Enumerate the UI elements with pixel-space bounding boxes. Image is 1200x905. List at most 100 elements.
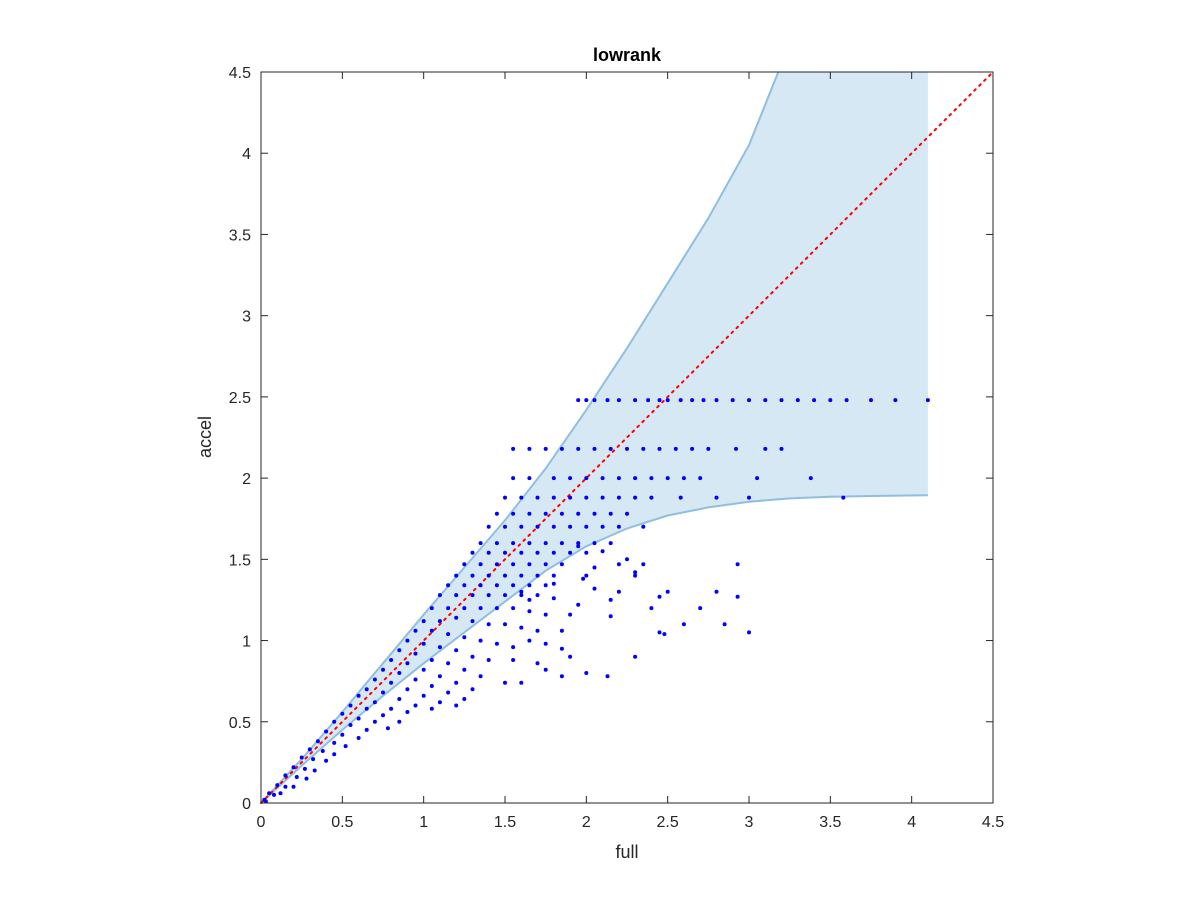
data-point [503, 680, 507, 685]
data-point [616, 562, 621, 567]
data-point [584, 476, 589, 481]
data-point [568, 476, 573, 481]
data-point [511, 446, 516, 451]
chart-title: lowrank [593, 45, 662, 65]
data-point [543, 583, 548, 588]
data-point [527, 446, 532, 451]
data-point [551, 476, 556, 481]
data-point [519, 589, 524, 594]
data-point [559, 646, 564, 651]
data-point [275, 783, 280, 788]
data-point [714, 495, 719, 500]
data-point [291, 784, 296, 789]
data-point [519, 550, 524, 555]
data-point [389, 680, 394, 685]
data-point [364, 687, 369, 692]
x-tick-label: 1.5 [494, 814, 516, 831]
x-tick-label: 0 [257, 814, 266, 831]
y-tick-label: 3 [242, 309, 251, 326]
data-point [494, 583, 499, 588]
data-point [462, 697, 467, 701]
data-point [576, 602, 581, 607]
data-point [421, 693, 426, 698]
data-point [584, 671, 589, 675]
data-point [385, 726, 390, 731]
data-point [267, 791, 272, 796]
data-point [413, 703, 418, 708]
data-point [519, 524, 524, 529]
data-point [470, 619, 475, 624]
data-point [600, 524, 605, 529]
data-point [294, 775, 299, 779]
data-point [389, 706, 394, 711]
data-point [486, 658, 491, 662]
data-point [633, 495, 638, 500]
x-axis-label: full [615, 842, 638, 862]
data-point [389, 658, 394, 662]
data-point [478, 606, 483, 611]
data-point [714, 589, 719, 594]
data-point [812, 398, 817, 403]
band-fill [261, 72, 928, 803]
data-point [701, 398, 706, 403]
data-point [307, 747, 312, 752]
data-point [576, 446, 581, 451]
data-point [551, 550, 556, 555]
data-point [299, 755, 304, 760]
data-point [551, 573, 556, 578]
data-point [592, 398, 597, 403]
data-point [503, 550, 507, 555]
data-point [543, 541, 548, 546]
data-point [673, 446, 678, 451]
data-point [413, 677, 418, 682]
data-point [662, 632, 667, 637]
data-point [446, 661, 451, 666]
y-tick-label: 1.5 [229, 552, 251, 569]
data-point [429, 658, 434, 662]
data-point [332, 719, 337, 724]
data-point [511, 606, 516, 611]
data-point [568, 550, 573, 555]
data-point [372, 677, 377, 682]
data-point [511, 476, 516, 481]
data-point [429, 706, 434, 711]
data-point [616, 398, 621, 403]
data-point [559, 541, 564, 546]
data-point [625, 446, 629, 451]
data-point [543, 446, 548, 451]
data-point [429, 628, 434, 633]
data-point [657, 446, 662, 451]
band-upper-edge [260, 71, 780, 804]
data-point [372, 700, 377, 705]
data-point [576, 398, 581, 403]
x-tick-label: 3 [745, 814, 754, 831]
data-point [348, 703, 353, 708]
data-point [272, 792, 276, 797]
data-point [381, 690, 385, 695]
data-point [511, 541, 516, 546]
data-point [600, 476, 605, 481]
data-point [527, 562, 532, 567]
data-point [470, 687, 475, 692]
data-point [600, 549, 605, 554]
data-point [657, 630, 662, 635]
data-point [779, 398, 784, 403]
data-point [633, 573, 638, 578]
data-point [405, 687, 410, 692]
confidence-band [260, 71, 928, 804]
y-tick-label: 1 [242, 634, 251, 651]
data-point [494, 511, 499, 516]
data-point [343, 744, 348, 749]
data-point [462, 667, 467, 672]
data-point [616, 476, 621, 481]
data-point [356, 693, 361, 698]
data-point [478, 562, 483, 567]
data-point [747, 630, 751, 635]
data-point [600, 495, 605, 500]
data-point [437, 700, 442, 705]
data-point [454, 648, 459, 653]
reference-diagonal [260, 71, 994, 804]
data-point [437, 674, 442, 679]
x-tick-label: 2 [582, 814, 591, 831]
data-point [454, 703, 459, 708]
